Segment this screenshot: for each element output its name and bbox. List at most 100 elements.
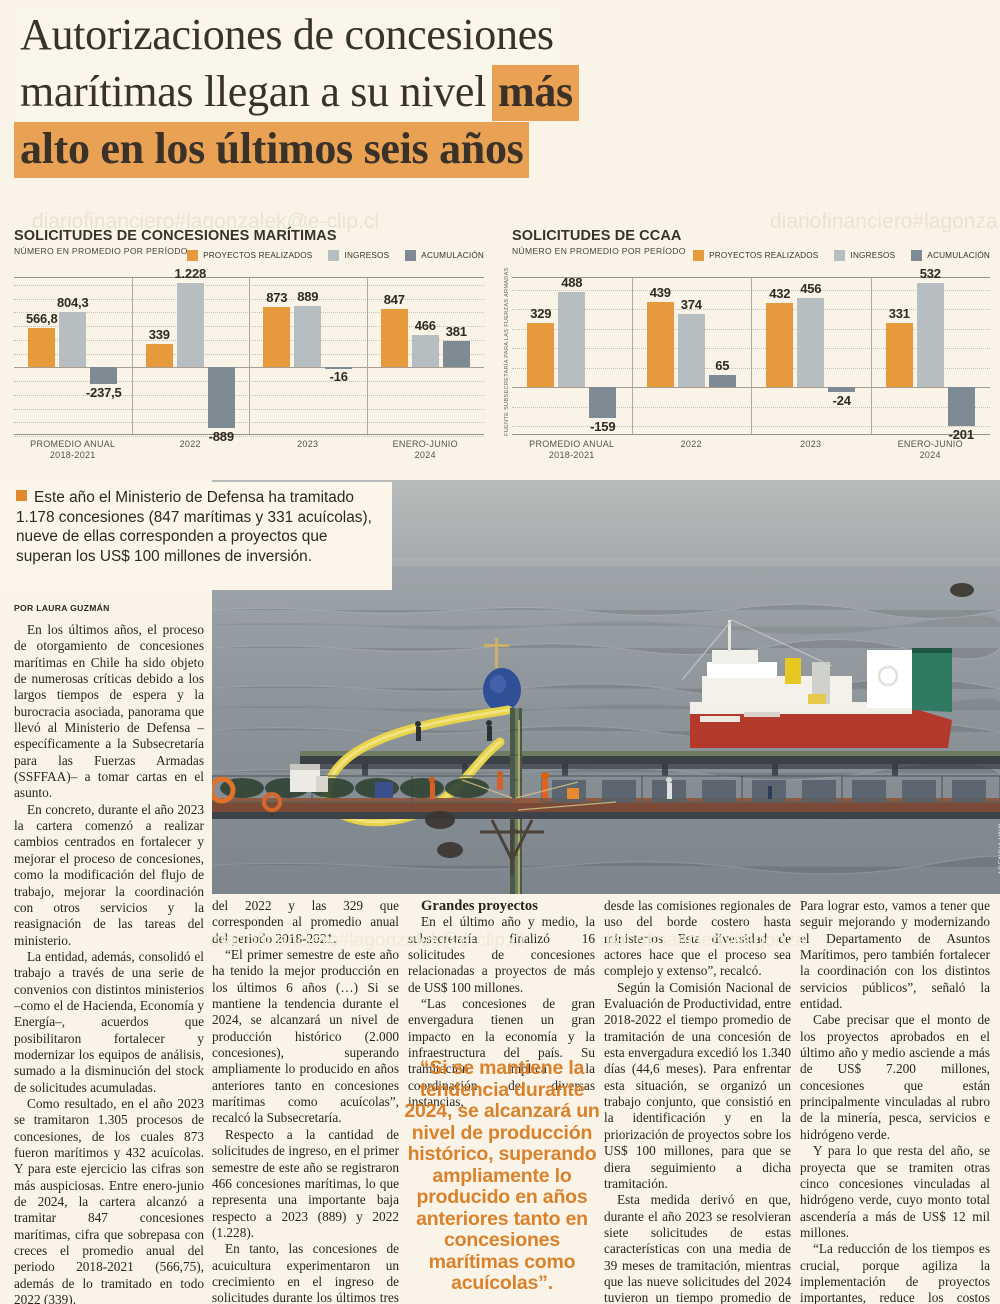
legend-swatch-darkgray xyxy=(405,250,417,261)
legend-item-acumulacion: ACUMULACIÓN xyxy=(405,250,484,261)
legend-swatch-lightgray xyxy=(834,250,846,261)
x-axis-label: 2022 xyxy=(680,439,702,449)
upper-pontoon xyxy=(300,751,1000,776)
byline: POR LAURA GUZMÁN xyxy=(14,603,110,613)
legend-swatch-orange xyxy=(693,250,705,261)
chart-title: SOLICITUDES DE CCAA xyxy=(512,228,682,244)
lead-summary-box: Este año el Ministerio de Defensa ha tra… xyxy=(0,482,392,590)
legend-item-ingresos: INGRESOS xyxy=(328,250,389,261)
bar-value-label: 65 xyxy=(715,357,730,373)
bar-0-0 xyxy=(28,328,56,368)
bar-0-2 xyxy=(263,307,291,368)
legend-label-acumulacion: ACUMULACIÓN xyxy=(421,251,484,260)
bar-value-label: 889 xyxy=(297,289,319,305)
bar-value-label: 532 xyxy=(919,266,941,282)
body-column-1: En los últimos años, el proceso de otorg… xyxy=(14,622,204,1304)
body-column-2: del 2022 y las 329 que corresponden al p… xyxy=(212,898,399,1304)
chart-source-note: FUENTE SUBSECRETARÍA PARA LAS FUERZAS AR… xyxy=(504,267,510,436)
paragraph: “El primer semestre de este año ha tenid… xyxy=(212,947,399,1126)
bar-value-label: 1.228 xyxy=(174,265,207,281)
bar-0-2 xyxy=(766,302,794,388)
bar-2-3 xyxy=(947,387,975,427)
chart-subtitle: NÚMERO EN PROMEDIO POR PERÍODO xyxy=(512,246,686,256)
bar-1-2 xyxy=(797,298,825,388)
x-axis-label: PROMEDIO ANUAL 2018-2021 xyxy=(529,439,615,460)
paragraph: En el último año y medio, la subsecretar… xyxy=(408,914,595,995)
bar-value-label: -16 xyxy=(329,369,348,385)
bar-value-label: 566,8 xyxy=(25,311,58,327)
bar-value-label: 339 xyxy=(148,327,170,343)
x-axis-label: PROMEDIO ANUAL 2018-2021 xyxy=(30,439,116,460)
paragraph: Y para lo que resta del año, se proyecta… xyxy=(800,1143,990,1240)
group-separator xyxy=(131,278,133,434)
paragraph: “Las concesiones de gran envergadura tie… xyxy=(408,996,595,1110)
x-axis-label: ENERO-JUNIO 2024 xyxy=(897,439,963,460)
pontoon-floats xyxy=(425,583,974,858)
headline-highlight-mas: más xyxy=(492,65,579,121)
legend-swatch-orange xyxy=(187,250,199,261)
legend-label-ingresos: INGRESOS xyxy=(344,251,390,260)
bar-0-1 xyxy=(646,301,674,388)
legend-item-acumulacion: ACUMULACIÓN xyxy=(911,250,990,261)
chart-subtitle: NÚMERO EN PROMEDIO POR PERÍODO xyxy=(14,246,188,256)
chart-title: SOLICITUDES DE CONCESIONES MARÍTIMAS xyxy=(14,228,337,244)
group-separator xyxy=(249,278,250,434)
page-title: Autorizaciones de concesiones marítimas … xyxy=(0,8,1000,178)
lead-summary-text: Este año el Ministerio de Defensa ha tra… xyxy=(16,489,372,565)
bar-1-2 xyxy=(294,306,322,368)
bar-0-1 xyxy=(145,344,173,368)
paragraph-continued: Para lograr esto, vamos a tener que segu… xyxy=(800,898,990,1012)
headline-line-2: marítimas llegan a su nivel xyxy=(14,65,492,121)
paragraph: “La reducción de los tiempos es crucial,… xyxy=(800,1241,990,1304)
bar-1-3 xyxy=(411,335,439,368)
paragraph: Como resultado, en el año 2023 se tramit… xyxy=(14,1095,204,1304)
bar-1-0 xyxy=(558,292,586,388)
group-separator xyxy=(870,278,872,434)
article-photo xyxy=(212,480,1000,894)
section-subheading: Grandes proyectos xyxy=(421,898,538,914)
chart-plot-area: 329 488 -159 439 374 65 432 456 -24 331 532 -201 xyxy=(512,266,990,442)
bar-value-label: -237,5 xyxy=(85,384,122,400)
bar-2-1 xyxy=(708,374,736,388)
x-axis-label: ENERO-JUNIO 2024 xyxy=(392,439,458,460)
paragraph-continued: desde las comisiones regionales de uso d… xyxy=(604,898,791,979)
bar-value-label: 329 xyxy=(530,306,552,322)
paragraph: La entidad, además, consolidó el trabajo… xyxy=(14,948,204,1095)
bar-value-label: 439 xyxy=(649,284,671,300)
headline-line-1: Autorizaciones de concesiones xyxy=(14,8,560,64)
aquaculture-farm-photo xyxy=(212,480,1000,894)
legend-swatch-darkgray xyxy=(911,250,923,261)
pull-quote: “Si se mantiene la tendencia durante 202… xyxy=(404,1057,600,1294)
paragraph: Esta medida derivó en que, durante el añ… xyxy=(604,1192,791,1304)
bar-value-label: 331 xyxy=(888,305,910,321)
chart-plot-area: 566,8 804,3 -237,5 339 1.228 -889 873 889 -16 847… xyxy=(14,266,484,444)
headline-line-3: alto en los últimos seis años xyxy=(14,122,530,178)
lower-pontoon xyxy=(212,775,1000,819)
bar-0-0 xyxy=(527,323,555,388)
frame-struts xyxy=(480,819,544,875)
bar-value-label: 432 xyxy=(769,285,791,301)
blue-buoy xyxy=(483,638,521,712)
legend-item-proyectos: PROYECTOS REALIZADOS xyxy=(187,250,312,261)
bar-2-3 xyxy=(442,341,470,368)
bar-value-label: 466 xyxy=(414,318,436,334)
body-column-3: Grandes proyectos En el último año y med… xyxy=(408,898,595,1110)
fishing-boat xyxy=(681,619,952,748)
legend-label-ingresos: INGRESOS xyxy=(850,251,896,260)
bar-value-label: 456 xyxy=(800,281,822,297)
body-column-5: Para lograr esto, vamos a tener que segu… xyxy=(800,898,990,1304)
paragraph: Respecto a la cantidad de solicitudes de… xyxy=(212,1126,399,1240)
paragraph: En los últimos años, el proceso de otorg… xyxy=(14,622,204,801)
bar-2-0 xyxy=(90,367,118,384)
bar-value-label: 873 xyxy=(266,290,288,306)
pontoon-equipment xyxy=(212,764,579,812)
legend-item-ingresos: INGRESOS xyxy=(834,250,895,261)
paragraph: Según la Comisión Nacional de Evaluación… xyxy=(604,979,791,1191)
x-axis-label: 2022 xyxy=(179,439,201,449)
bar-value-label: -201 xyxy=(948,427,974,443)
group-separator xyxy=(751,278,752,434)
bar-0-3 xyxy=(380,309,408,368)
group-separator xyxy=(366,278,368,434)
bar-value-label: 374 xyxy=(680,297,702,313)
paragraph: En concreto, durante el año 2023 la cart… xyxy=(14,801,204,948)
